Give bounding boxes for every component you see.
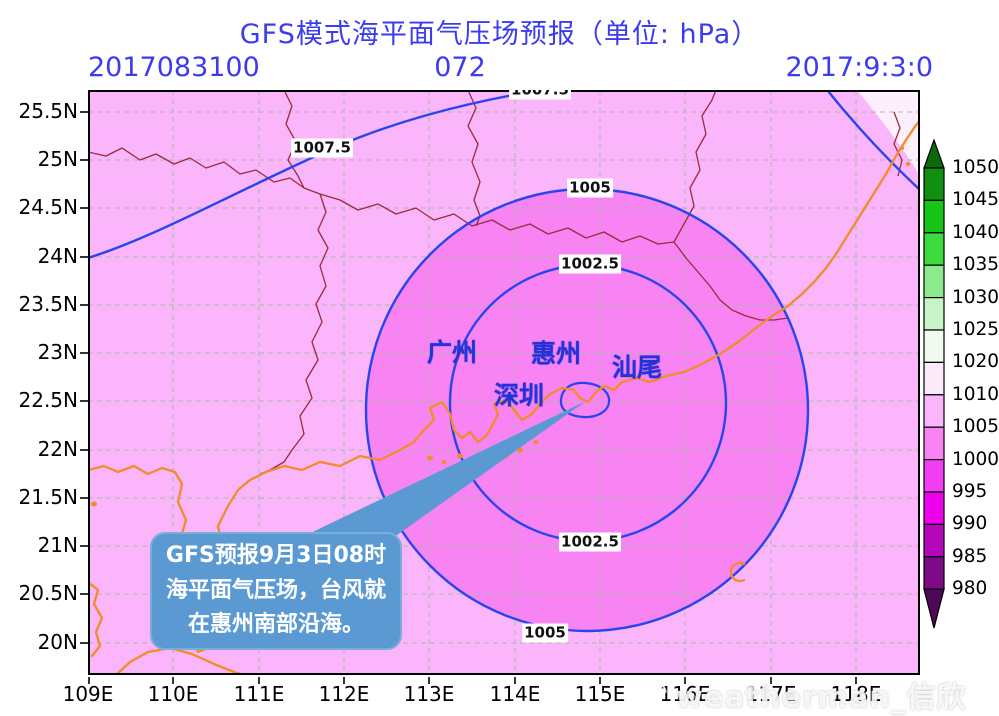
lon-axis-label: 118E — [830, 682, 882, 706]
colorbar-arrow-up — [923, 138, 945, 169]
colorbar: 1050 1045 1040 1035 1030 1025 1020 1010 … — [922, 138, 999, 658]
colorbar-label: 1010 — [952, 383, 999, 405]
map-canvas — [88, 90, 920, 675]
lon-axis-label: 114E — [489, 682, 541, 706]
colorbar-label: 1000 — [952, 448, 999, 470]
contour-label: 1005 — [522, 623, 568, 643]
init-time-label: 2017083100 — [88, 52, 260, 83]
city-label-huizhou: 惠州 — [530, 339, 582, 368]
valid-time-label: 2017:9:3:0 — [785, 52, 933, 83]
callout-tail — [300, 401, 586, 552]
contour-label: 1002.5 — [559, 532, 621, 552]
lon-axis-label: 116E — [659, 682, 711, 706]
colorbar-label: 1040 — [952, 221, 999, 243]
weibo-icon — [632, 680, 667, 711]
city-label-shanwei: 汕尾 — [611, 353, 663, 382]
lat-axis-label: 24N — [37, 244, 78, 268]
lat-axis-label: 25.5N — [18, 99, 79, 123]
colorbar-label: 1025 — [952, 319, 999, 340]
fill-low-area — [366, 189, 808, 631]
lat-axis-label: 24.5N — [18, 195, 79, 219]
colorbar-arrow-down — [923, 588, 945, 629]
contour-label: 1002.5 — [559, 254, 621, 274]
page-title: GFS模式海平面气压场预报（单位: hPa） — [239, 19, 760, 50]
pressure-map: 1007.5 1007.5 1005 1002.5 1002.5 1005 广州… — [88, 90, 920, 675]
map-frame — [88, 90, 920, 675]
colorbar-label: 1045 — [952, 189, 999, 211]
colorbar-label: 1005 — [952, 416, 999, 438]
colorbar-swatches — [923, 138, 945, 629]
city-label-guangzhou: 广州 — [426, 338, 478, 367]
lon-axis-label: 109E — [62, 682, 114, 706]
lat-axis-ticks — [80, 111, 88, 644]
lat-axis-label: 23N — [37, 340, 78, 364]
province-borders — [88, 90, 903, 475]
lon-axis-ticks — [88, 677, 857, 684]
colorbar-label: 1035 — [952, 254, 999, 276]
watermark: weatherman_信欣 — [630, 674, 966, 716]
callout-text: GFS预报9月3日08时海平面气压场，台风就在惠州南部沿海。 — [165, 542, 387, 638]
lat-axis-label: 25N — [37, 147, 78, 171]
contour-label: 1007.5 — [509, 90, 571, 100]
lat-axis-label: 21.5N — [18, 485, 79, 509]
colorbar-label: 985 — [952, 545, 988, 567]
colorbar-label: 980 — [952, 578, 988, 600]
isobar-corner — [825, 90, 920, 191]
callout-box: GFS预报9月3日08时海平面气压场，台风就在惠州南部沿海。 — [150, 532, 402, 650]
watermark-text: weatherman_信欣 — [676, 680, 967, 714]
lat-axis-label: 20.5N — [18, 581, 79, 605]
hainan-coast — [114, 646, 246, 675]
lon-axis-label: 112E — [318, 682, 370, 706]
lat-axis-label: 23.5N — [18, 292, 79, 316]
lon-axis-label: 111E — [233, 682, 285, 706]
lat-axis-label: 20N — [37, 630, 78, 654]
contour-label: 1005 — [567, 178, 613, 198]
colorbar-label: 995 — [952, 481, 988, 502]
gulf-coast — [88, 580, 104, 658]
colorbar-label: 1030 — [952, 286, 999, 308]
isobar-low-center — [559, 381, 611, 419]
fill-high-corner — [857, 90, 920, 176]
dongsha-islet — [729, 561, 746, 583]
forecast-hour-label: 072 — [434, 52, 486, 83]
colorbar-label: 990 — [952, 513, 988, 535]
lon-axis-label: 113E — [403, 682, 455, 706]
colorbar-label: 1050 — [952, 157, 999, 178]
lon-axis-label: 115E — [574, 682, 626, 706]
lat-axis-label: 22.5N — [18, 388, 79, 412]
lon-axis-label: 117E — [745, 682, 797, 706]
lat-axis-label: 22N — [37, 437, 78, 461]
lon-axis-label: 110E — [147, 682, 199, 706]
contour-label: 1007.5 — [291, 138, 353, 158]
colorbar-label: 1020 — [952, 351, 999, 373]
lat-axis-label: 21N — [37, 533, 78, 557]
city-label-shenzhen: 深圳 — [493, 381, 545, 410]
